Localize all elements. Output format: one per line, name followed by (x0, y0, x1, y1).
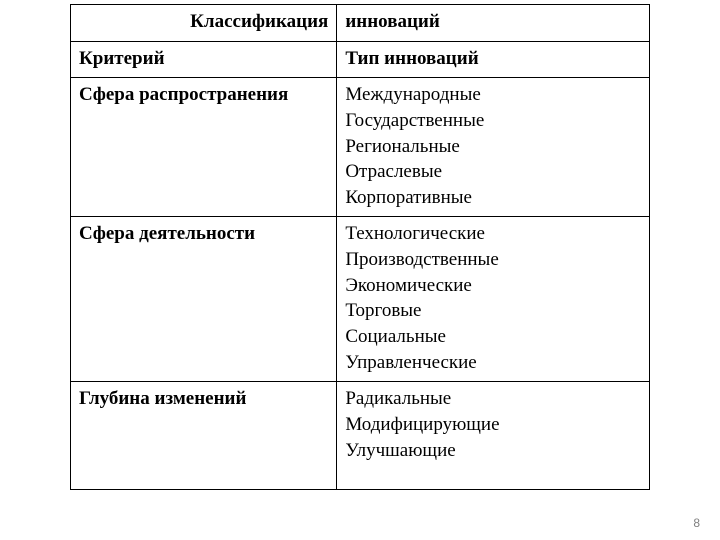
title-left-cell: Классификация (71, 5, 337, 42)
title-right-cell: инноваций (337, 5, 650, 42)
type-item: Улучшающие (345, 438, 641, 464)
page-number: 8 (693, 516, 700, 530)
type-item: Радикальные (345, 386, 641, 412)
criterion-cell: Глубина изменений (71, 382, 337, 490)
type-item: Корпоративные (345, 185, 641, 211)
page: Классификация инноваций Критерий Тип инн… (0, 0, 720, 540)
type-item: Технологические (345, 221, 641, 247)
classification-table: Классификация инноваций Критерий Тип инн… (70, 4, 650, 490)
type-item: Управленческие (345, 350, 641, 376)
type-item: Экономические (345, 273, 641, 299)
header-criterion: Критерий (71, 41, 337, 78)
title-row: Классификация инноваций (71, 5, 650, 42)
type-item: Региональные (345, 134, 641, 160)
type-item: Социальные (345, 324, 641, 350)
type-item: Международные (345, 82, 641, 108)
types-cell: Технологические Производственные Экономи… (337, 217, 650, 382)
criterion-cell: Сфера деятельности (71, 217, 337, 382)
table-row: Сфера деятельности Технологические Произ… (71, 217, 650, 382)
type-item: Государственные (345, 108, 641, 134)
types-cell: Международные Государственные Региональн… (337, 78, 650, 217)
header-type: Тип инноваций (337, 41, 650, 78)
header-row: Критерий Тип инноваций (71, 41, 650, 78)
type-item: Производственные (345, 247, 641, 273)
criterion-cell: Сфера распространения (71, 78, 337, 217)
type-item: Торговые (345, 298, 641, 324)
table-row: Сфера распространения Международные Госу… (71, 78, 650, 217)
type-item: Модифицирующие (345, 412, 641, 438)
type-item: Отраслевые (345, 159, 641, 185)
table-row: Глубина изменений Радикальные Модифициру… (71, 382, 650, 490)
types-cell: Радикальные Модифицирующие Улучшающие (337, 382, 650, 490)
